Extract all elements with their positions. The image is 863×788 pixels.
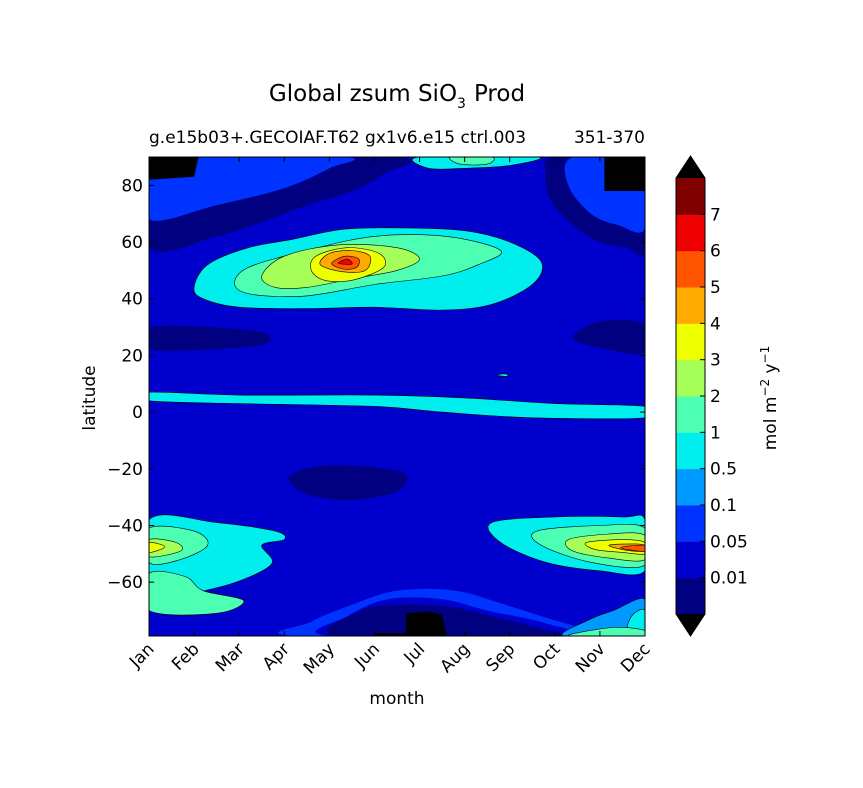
chart-subtitle: g.e15b03+.GECOIAF.T62 gx1v6.e15 ctrl.003 xyxy=(149,128,526,148)
colorbar-swatch xyxy=(676,505,705,542)
x-tick-label: Aug xyxy=(437,639,475,677)
colorbar-swatch xyxy=(676,214,705,252)
y-axis-label: latitude xyxy=(80,365,100,430)
contour-region-level-0 xyxy=(572,319,645,355)
colorbar-outline xyxy=(675,155,706,637)
contour-region-level-5 xyxy=(449,157,495,166)
contour-region-level-0 xyxy=(327,604,569,636)
x-tick-label: Jun xyxy=(350,639,384,673)
colorbar: 7 6 5 4 3 2 1 0.5 0.1 0.05 0.01 xyxy=(675,155,748,637)
contour-region-level-under xyxy=(149,157,199,180)
colorbar-tick-label: 4 xyxy=(710,314,721,334)
colorbar-swatch xyxy=(676,468,705,506)
colorbar-tick-label: 0.01 xyxy=(710,569,748,589)
x-tick-label: Dec xyxy=(617,639,654,676)
plot-frame xyxy=(148,156,646,637)
y-tick-label: −60 xyxy=(107,573,143,593)
contour-region-level-7 xyxy=(149,542,166,553)
x-axis-label: month xyxy=(369,689,424,709)
colorbar-swatch xyxy=(676,250,705,288)
x-tick-label: Sep xyxy=(482,639,519,676)
chart-title: Global zsum SiO3 Prod xyxy=(269,81,525,112)
contour-region-level-under xyxy=(604,157,645,191)
colorbar-tick-label: 7 xyxy=(710,205,721,225)
y-tick-label: 60 xyxy=(121,233,143,253)
x-tick-label: May xyxy=(300,639,339,678)
colorbar-label: mol m−2 y−1 xyxy=(758,346,781,451)
colorbar-tick-label: 0.5 xyxy=(710,460,737,480)
chart-subtitle-range: 351-370 xyxy=(574,128,645,148)
x-tick-label: Feb xyxy=(168,639,203,674)
x-tick-label: Jul xyxy=(400,639,429,668)
contour-region-level-0 xyxy=(288,465,408,501)
contour-region-level-9 xyxy=(619,544,645,552)
contour-region-level-under xyxy=(374,611,447,636)
colorbar-swatch xyxy=(676,396,705,433)
contour-region-level-4 xyxy=(495,373,509,377)
contour-region-level-4 xyxy=(149,391,645,420)
contour-region-level-10 xyxy=(338,258,353,265)
contour-region-level-0 xyxy=(149,325,271,351)
x-tick-label: Jan xyxy=(125,639,158,672)
colorbar-tick-label: 0.1 xyxy=(710,496,737,516)
colorbar-tick-label: 1 xyxy=(710,423,721,443)
x-tick-label: Mar xyxy=(212,639,249,676)
colorbar-extend-over xyxy=(676,156,705,178)
y-tick-label: 80 xyxy=(121,176,143,196)
colorbar-swatch xyxy=(676,359,705,397)
colorbar-tick-label: 2 xyxy=(710,387,721,407)
colorbar-tick-label: 5 xyxy=(710,278,721,298)
colorbar-tick-label: 0.05 xyxy=(710,532,748,552)
colorbar-tick-label: 6 xyxy=(710,242,721,262)
y-tick-label: −20 xyxy=(107,460,143,480)
colorbar-swatch xyxy=(676,577,705,615)
y-tick-label: 40 xyxy=(121,290,143,310)
colorbar-swatch xyxy=(676,541,705,579)
colorbar-swatch xyxy=(676,323,705,361)
colorbar-extend-under xyxy=(676,614,705,636)
colorbar-swatch xyxy=(676,178,705,215)
contour-region-level-2 xyxy=(149,157,355,221)
contour-region-level-5 xyxy=(567,627,645,636)
colorbar-swatch xyxy=(676,432,705,470)
y-tick-label: −40 xyxy=(107,516,143,536)
colorbar-tick-label: 3 xyxy=(710,351,721,371)
y-axis-ticks: 80 60 40 20 0 −20 −40 −60 xyxy=(107,176,645,593)
contour-region-level-3 xyxy=(561,598,645,636)
x-tick-label: Apr xyxy=(259,639,294,674)
colorbar-swatch xyxy=(676,287,705,324)
x-tick-label: Oct xyxy=(529,639,564,674)
y-tick-label: 20 xyxy=(121,346,143,366)
y-tick-label: 0 xyxy=(132,403,143,423)
x-tick-label: Nov xyxy=(572,639,610,677)
contour-plot-area xyxy=(149,157,645,636)
